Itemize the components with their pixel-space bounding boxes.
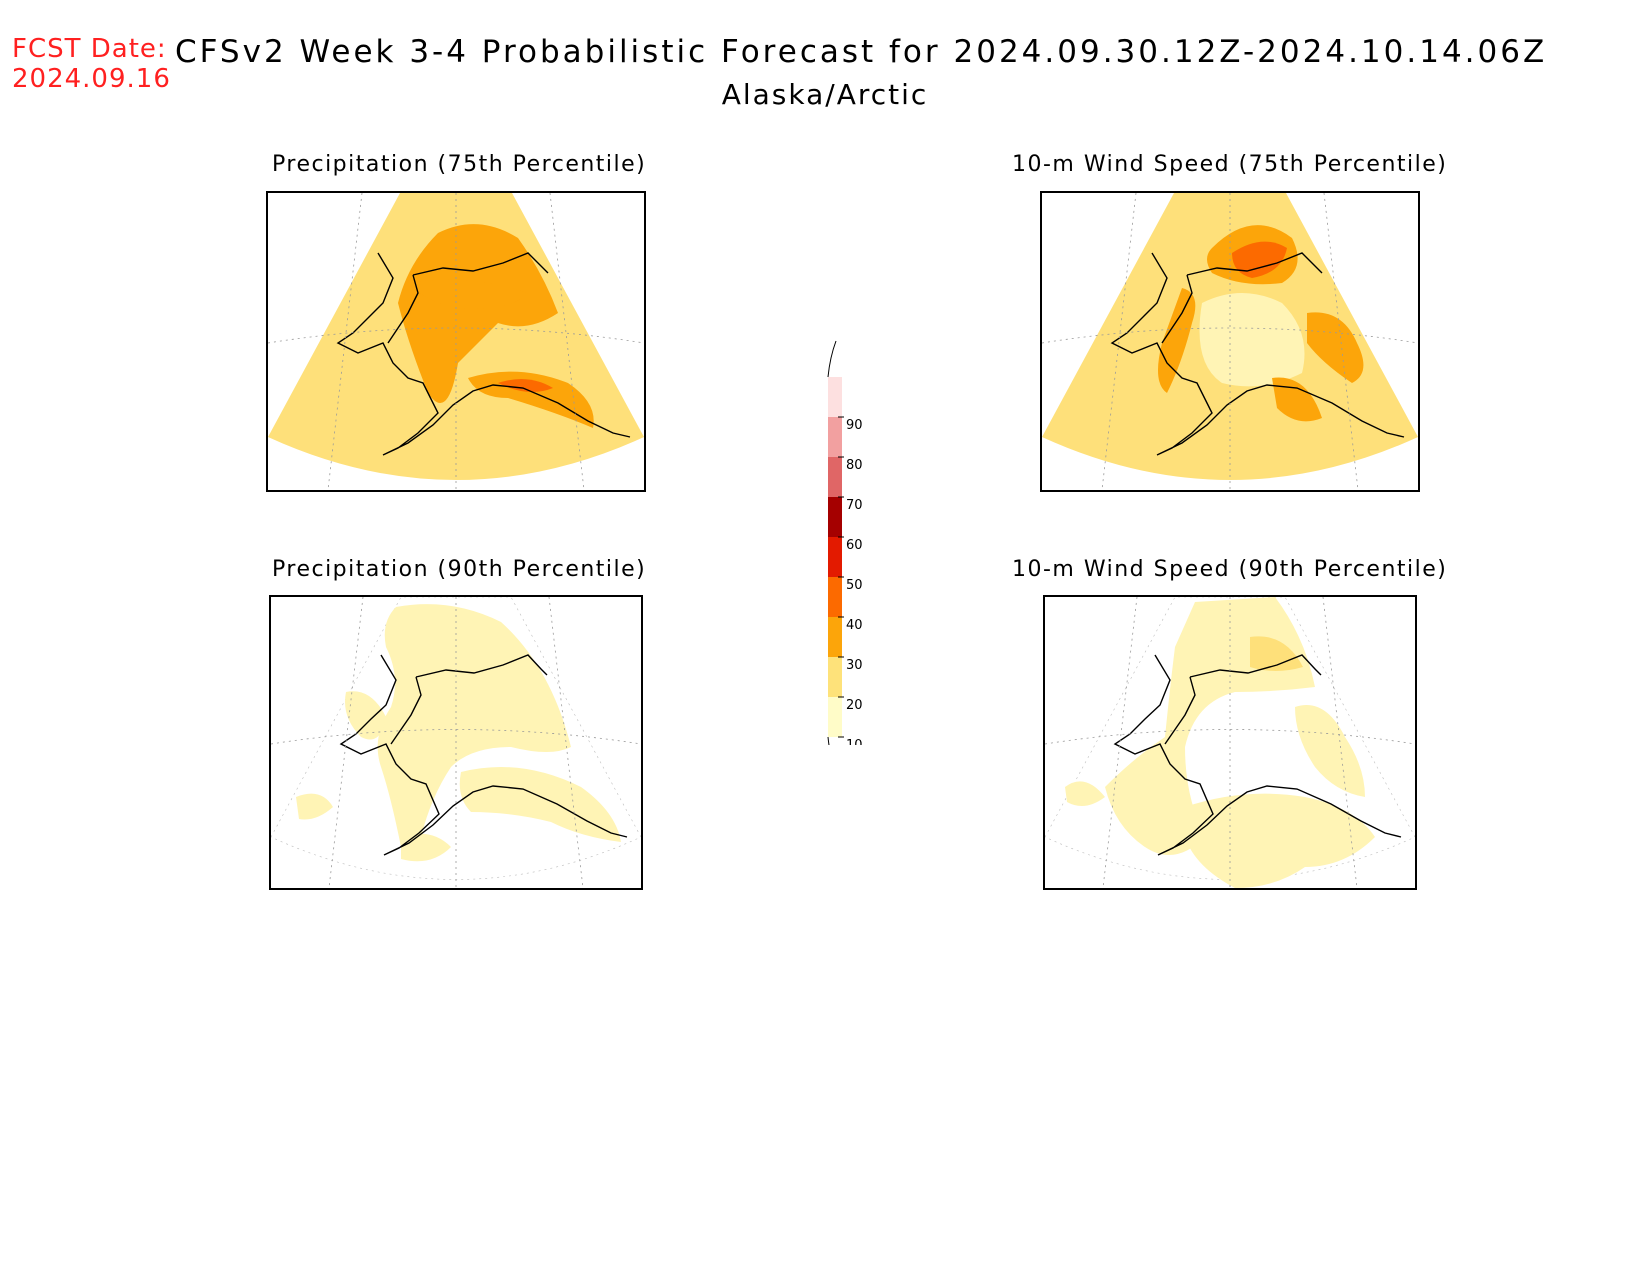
- colorbar-swatch: [828, 537, 842, 577]
- colorbar-swatch: [828, 457, 842, 497]
- probability-area: [1307, 312, 1364, 383]
- panel-title-wind75: 10-m Wind Speed (75th Percentile): [1012, 152, 1448, 177]
- probability-area: [408, 279, 528, 309]
- probability-area: [459, 767, 621, 842]
- probability-area: [1232, 241, 1287, 278]
- colorbar-swatch: [828, 497, 842, 537]
- colorbar-svg: 10 20 30 40 50 60 70 80 90: [827, 340, 863, 776]
- probability-area: [1295, 705, 1365, 797]
- colorbar-label: 70: [846, 498, 863, 513]
- colorbar-label: 40: [846, 618, 863, 633]
- colorbar-label: 60: [846, 538, 863, 553]
- panel-title-wind90: 10-m Wind Speed (90th Percentile): [1012, 557, 1448, 582]
- probability-area: [1250, 636, 1303, 671]
- probability-area: [1158, 288, 1196, 393]
- panel-title-precip75: Precipitation (75th Percentile): [272, 152, 647, 177]
- colorbar-top-tip: [827, 340, 837, 378]
- page-title: CFSv2 Week 3-4 Probabilistic Forecast fo…: [175, 34, 1548, 70]
- map-precip90: [269, 595, 643, 890]
- coastline: [336, 252, 631, 456]
- colorbar-label: 10: [846, 738, 863, 745]
- colorbar-bottom-tip: [827, 736, 837, 776]
- probability-area: [1065, 781, 1105, 806]
- probability-area: [1199, 293, 1305, 387]
- forecast-date-block: FCST Date: 2024.09.16: [12, 34, 171, 94]
- panel-title-precip90: Precipitation (90th Percentile): [272, 557, 647, 582]
- probability-area: [498, 379, 553, 392]
- colorbar-label: 20: [846, 698, 863, 713]
- colorbar-swatch: [828, 617, 842, 657]
- probability-area: [401, 833, 451, 862]
- colorbar-label: 30: [846, 658, 863, 673]
- graticule: [271, 597, 641, 888]
- map-wind75: [1040, 191, 1420, 492]
- colorbar-swatch: [828, 417, 842, 457]
- colorbar-swatch: [828, 697, 842, 737]
- probability-area: [296, 793, 333, 820]
- graticule: [1045, 597, 1415, 888]
- probability-area: [1185, 793, 1375, 888]
- colorbar-swatch: [828, 377, 842, 417]
- map-wind90: [1043, 595, 1417, 890]
- coastline: [1110, 252, 1405, 456]
- colorbar-swatch: [828, 577, 842, 617]
- colorbar-label: 50: [846, 578, 863, 593]
- colorbar-label: 90: [846, 418, 863, 433]
- forecast-date-label: FCST Date:: [12, 34, 167, 64]
- colorbar-swatch: [828, 657, 842, 697]
- probability-area: [345, 691, 386, 740]
- colorbar-legend: 10 20 30 40 50 60 70 80 90: [820, 335, 900, 776]
- forecast-date-value: 2024.09.16: [12, 64, 171, 94]
- map-precip75: [266, 191, 646, 492]
- colorbar-label: 80: [846, 458, 863, 473]
- probability-area: [1272, 377, 1322, 422]
- region-subtitle: Alaska/Arctic: [721, 78, 929, 111]
